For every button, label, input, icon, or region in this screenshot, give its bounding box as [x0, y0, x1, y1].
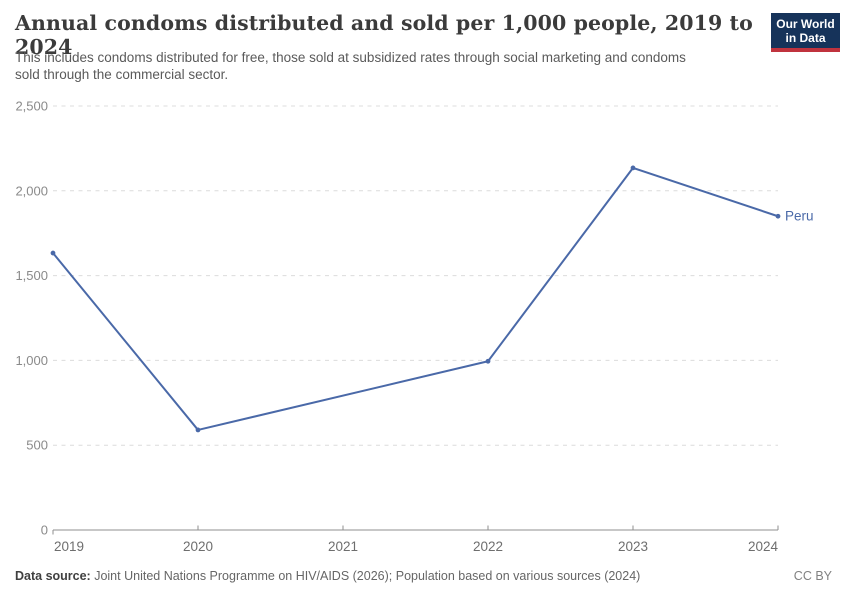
y-axis-tick-label: 0: [41, 523, 48, 538]
owid-logo-text-line1: Our World: [776, 16, 835, 31]
owid-logo-text-line2: in Data: [785, 30, 826, 45]
x-axis-tick-label: 2021: [328, 539, 358, 554]
chart-subtitle-line2: sold through the commercial sector.: [15, 66, 229, 82]
x-axis-tick-label: 2024: [748, 539, 779, 554]
y-axis-tick-label: 1,500: [15, 268, 48, 283]
data-point[interactable]: [485, 358, 491, 364]
data-source-text: Joint United Nations Programme on HIV/AI…: [90, 569, 641, 583]
data-source-label: Data source:: [15, 569, 91, 583]
series-line-peru[interactable]: [52, 166, 779, 431]
y-axis-tick-label: 2,500: [15, 99, 48, 114]
y-axis-tick-label: 2,000: [15, 183, 48, 198]
owid-logo[interactable]: Our World in Data: [771, 13, 840, 52]
data-point[interactable]: [775, 213, 781, 219]
x-axis-tick-label: 2023: [618, 539, 648, 554]
license-badge[interactable]: CC BY: [793, 569, 832, 583]
owid-logo-box: Our World in Data: [771, 13, 840, 48]
series-end-label[interactable]: Peru: [785, 209, 814, 224]
data-point[interactable]: [630, 165, 636, 171]
x-axis-tick-label: 2022: [473, 539, 503, 554]
page-title: Annual condoms distributed and sold per …: [15, 11, 753, 59]
data-point[interactable]: [50, 250, 56, 256]
owid-logo-accent-bar: [771, 48, 840, 52]
y-axis-tick-label: 1,000: [15, 353, 48, 368]
x-axis-tick-label: 2020: [183, 539, 213, 554]
y-axis-tick-label: 500: [26, 438, 48, 453]
chart-subtitle-line1: This includes condoms distributed for fr…: [15, 50, 686, 65]
data-point[interactable]: [195, 427, 201, 433]
data-source: Data source: Joint United Nations Progra…: [15, 569, 640, 583]
x-axis-tick-label: 2019: [54, 539, 84, 554]
chart-subtitle: This includes condoms distributed for fr…: [15, 50, 686, 83]
